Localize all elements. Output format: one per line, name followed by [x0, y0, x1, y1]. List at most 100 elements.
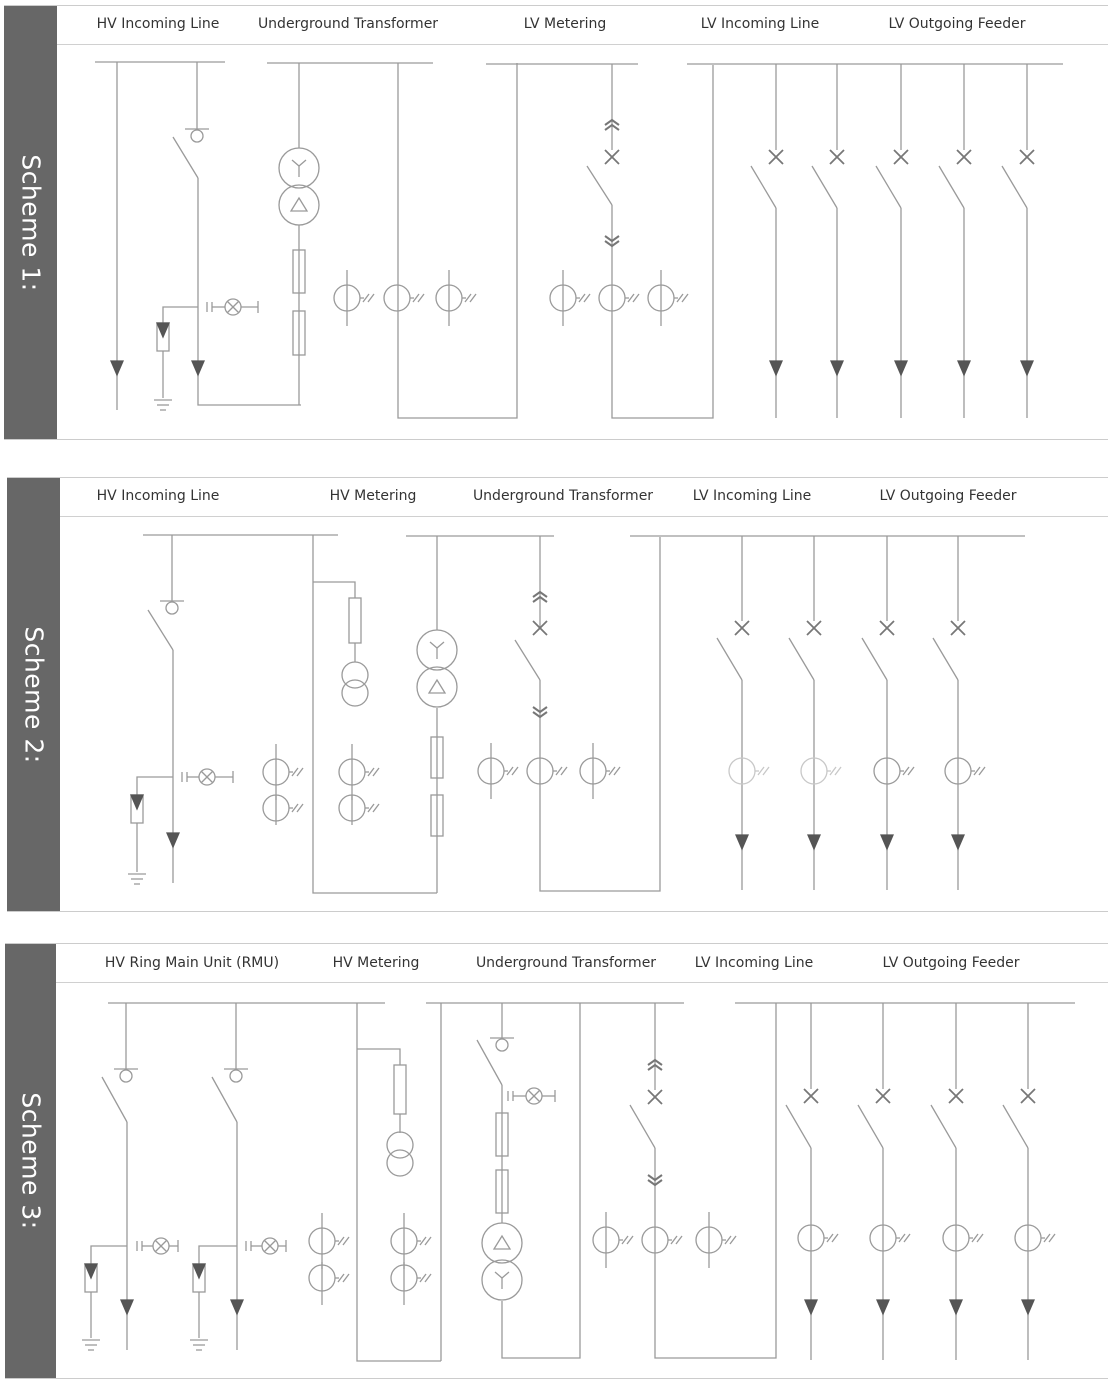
wire	[829, 766, 837, 776]
winding-circle	[278, 147, 320, 189]
x-mark	[879, 620, 895, 636]
wire	[932, 637, 959, 681]
header-lv-incoming-line: LV Incoming Line	[694, 955, 814, 971]
wire	[654, 1003, 777, 1359]
switch-blade-icon	[629, 1104, 656, 1149]
header-hv-ring-main-unit: HV Ring Main Unit (RMU)	[104, 955, 280, 971]
cable-end-arrow-icon	[120, 1299, 134, 1316]
wire	[424, 1273, 432, 1283]
fuse-body	[393, 1064, 407, 1115]
current-transformer-icon	[308, 1213, 350, 1269]
indicator-lamp-icon	[245, 1237, 287, 1255]
fuse-body	[495, 1112, 509, 1157]
earthing-switch-icon	[224, 1068, 248, 1083]
wire	[608, 766, 616, 776]
ground-icon	[154, 399, 172, 411]
x-mark	[875, 1088, 891, 1104]
wire	[971, 1233, 979, 1243]
header-lv-metering: LV Metering	[523, 16, 607, 32]
cable-end-arrow-icon	[880, 834, 894, 851]
current-transformer-icon	[869, 1224, 911, 1252]
wire	[313, 581, 356, 598]
x-mark	[734, 620, 750, 636]
winding-circle	[481, 1222, 523, 1264]
wire	[578, 293, 586, 303]
arrow-head	[876, 1299, 890, 1316]
arrow-head	[1020, 360, 1034, 377]
arrester-fill	[192, 1263, 206, 1280]
circuit-breaker-icon	[875, 1088, 891, 1104]
wire	[930, 1104, 957, 1149]
fuse-icon	[430, 736, 444, 779]
wye-symbol	[291, 159, 307, 167]
indicator-lamp-icon	[181, 768, 234, 786]
winding-circle	[416, 666, 458, 708]
current-transformer-icon	[797, 1224, 839, 1252]
chevron	[604, 118, 620, 126]
current-transformer-icon	[262, 744, 304, 800]
wire	[627, 293, 635, 303]
scheme-3-label-bar: Scheme 3:	[5, 944, 56, 1378]
wire	[898, 1233, 906, 1243]
power-transformer-icon	[481, 1222, 523, 1301]
earthing-switch-icon	[114, 1068, 138, 1083]
voltage-transformer-icon	[341, 661, 369, 707]
wire	[629, 1104, 656, 1149]
wire	[750, 165, 777, 209]
wire	[397, 63, 518, 419]
wire	[621, 1235, 629, 1245]
wire	[716, 637, 743, 681]
wire	[312, 535, 437, 894]
cable-end-arrow-icon	[230, 1299, 244, 1316]
indicator-lamp-icon	[136, 1237, 179, 1255]
wire	[227, 301, 239, 313]
scheme-1-panel: Scheme 1:	[4, 5, 1108, 440]
switch-blade-icon	[811, 165, 838, 209]
x-mark	[950, 620, 966, 636]
wire	[532, 620, 548, 636]
indicator-lamp-icon	[507, 1087, 556, 1105]
wire	[464, 293, 472, 303]
wire	[90, 1245, 127, 1264]
x-mark	[948, 1088, 964, 1104]
wire	[372, 767, 380, 777]
wire	[757, 766, 765, 776]
wire	[586, 165, 613, 206]
circuit-breaker-icon	[768, 149, 784, 165]
circuit-breaker-icon	[803, 1088, 819, 1104]
wire	[514, 639, 541, 681]
switch-blade-icon	[586, 165, 613, 206]
winding-circle	[416, 629, 458, 671]
surge-arrester-icon	[156, 322, 170, 352]
arrester-fill	[156, 322, 170, 339]
wire	[938, 165, 965, 209]
wye-symbol	[429, 641, 445, 649]
fuse-icon	[430, 794, 444, 837]
fuse-body	[348, 597, 362, 644]
switch-blade-icon	[788, 637, 815, 681]
wire	[670, 1235, 678, 1245]
fuse-body	[430, 794, 444, 837]
wire	[976, 1233, 984, 1243]
arrow-head	[191, 360, 205, 377]
header-underground-transformer: Underground Transformer	[475, 955, 657, 971]
surge-arrester-icon	[192, 1263, 206, 1293]
arrow-head	[166, 832, 180, 849]
wire	[1019, 149, 1035, 165]
plug-in-contact-down-icon	[604, 235, 620, 248]
header-hv-incoming-line: HV Incoming Line	[96, 16, 220, 32]
delta-symbol	[492, 1234, 512, 1250]
wire	[342, 1273, 350, 1283]
wire	[417, 293, 425, 303]
circuit-breaker-icon	[532, 620, 548, 636]
current-transformer-icon	[641, 1226, 683, 1254]
current-transformer-icon	[942, 1224, 984, 1252]
wire	[412, 293, 420, 303]
plug-in-contact-up-icon	[604, 118, 620, 131]
chevron	[532, 590, 548, 598]
chevron	[647, 1058, 663, 1066]
fuse-icon	[292, 249, 306, 294]
wire	[903, 1233, 911, 1243]
current-transformer-icon	[695, 1212, 737, 1268]
